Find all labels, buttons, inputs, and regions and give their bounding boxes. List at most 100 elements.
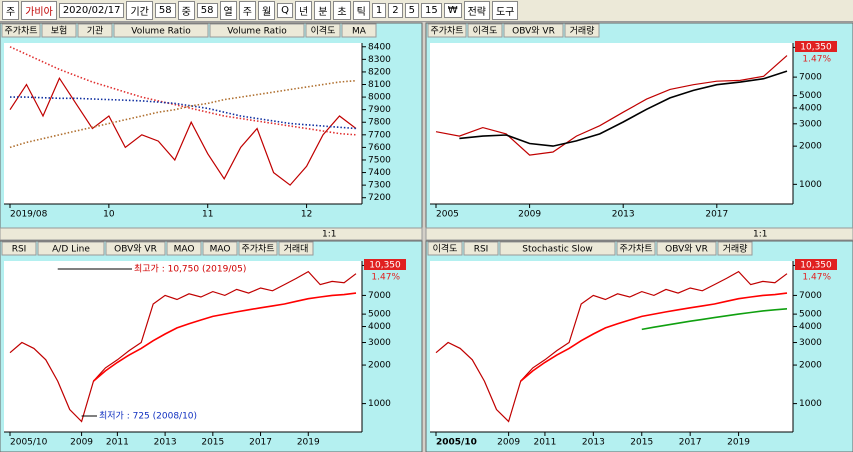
scrollbar[interactable] xyxy=(0,227,423,241)
tab[interactable] xyxy=(341,23,377,38)
tab-label[interactable]: 이격도 xyxy=(311,25,336,37)
scrollbar[interactable] xyxy=(425,227,853,241)
x-tick-label: 2015 xyxy=(630,438,653,448)
toolbar-button[interactable]: 가비아 xyxy=(21,1,57,20)
tab[interactable] xyxy=(427,23,467,38)
toolbar-button[interactable]: 주 xyxy=(238,1,256,20)
tab[interactable] xyxy=(166,241,202,256)
tab[interactable] xyxy=(463,241,499,256)
toolbar-button[interactable]: 기간 xyxy=(126,1,153,20)
tab-label[interactable]: 보험 xyxy=(51,26,68,37)
tab-label[interactable]: MA xyxy=(352,27,367,37)
x-tick-label: 2013 xyxy=(154,438,177,448)
tab-label[interactable]: RSI xyxy=(12,245,27,255)
tab[interactable] xyxy=(37,241,105,256)
y-tick-label: 5000 xyxy=(799,310,822,320)
tab-label[interactable]: 주가차트 xyxy=(241,243,274,255)
tab[interactable] xyxy=(1,23,41,38)
tab-label[interactable]: MAO xyxy=(210,245,231,255)
tab[interactable] xyxy=(209,23,305,38)
x-tick-label: 2019 xyxy=(297,438,320,448)
tab-label[interactable]: Volume Ratio xyxy=(227,27,287,37)
annotation: 최저가 : 725 (2008/10) xyxy=(99,411,197,422)
y-tick-label: 7600 xyxy=(368,143,391,153)
toolbar-button[interactable]: 초 xyxy=(333,1,351,20)
toolbar-button[interactable]: 5 xyxy=(404,3,419,18)
tab[interactable] xyxy=(41,23,77,38)
toolbar-button[interactable]: 2020/02/17 xyxy=(58,3,125,18)
plot-area xyxy=(4,43,362,204)
toolbar-button[interactable]: Q xyxy=(277,3,294,18)
toolbar-button[interactable]: ₩ xyxy=(443,3,462,18)
series-line xyxy=(9,79,357,149)
tab-label[interactable]: Stochastic Slow xyxy=(522,245,593,255)
tab-label[interactable]: OBV와 VR xyxy=(114,243,157,255)
tab[interactable] xyxy=(656,241,717,256)
tab-label[interactable]: 주가차트 xyxy=(619,243,652,255)
x-tick-label: 2005/10 xyxy=(10,438,48,448)
toolbar-button[interactable]: 열 xyxy=(219,1,237,20)
tab-label[interactable]: RSI xyxy=(474,245,489,255)
price-box xyxy=(795,41,837,52)
toolbar-button[interactable]: 중 xyxy=(177,1,195,20)
toolbar-button[interactable]: 주 xyxy=(2,1,20,20)
tab[interactable] xyxy=(467,23,503,38)
y-tick-label: 1000 xyxy=(799,399,822,409)
tab-label[interactable]: 주가차트 xyxy=(4,25,37,37)
y-tick-label: 4000 xyxy=(799,103,822,113)
toolbar-button[interactable]: 월 xyxy=(257,1,276,20)
tab-label[interactable]: Volume Ratio xyxy=(131,27,191,37)
y-tick-label: 2000 xyxy=(799,361,822,371)
zoom-label[interactable]: 1:1 xyxy=(753,230,767,240)
tab[interactable] xyxy=(105,241,166,256)
x-tick-label: 2005/10 xyxy=(436,438,477,448)
tab-label[interactable]: OBV와 VR xyxy=(512,25,555,37)
tab-label[interactable]: OBV와 VR xyxy=(665,243,708,255)
tab[interactable] xyxy=(717,241,753,256)
tab[interactable] xyxy=(238,241,278,256)
toolbar-button[interactable]: 틱 xyxy=(352,1,370,20)
toolbar-button[interactable]: 도구 xyxy=(491,1,519,20)
tab-label[interactable]: 이격도 xyxy=(433,243,458,255)
tab[interactable] xyxy=(278,241,314,256)
y-tick-label: 2000 xyxy=(368,361,391,371)
tab-label[interactable]: 이격도 xyxy=(473,25,498,37)
tab[interactable] xyxy=(503,23,564,38)
tab[interactable] xyxy=(1,241,37,256)
toolbar-button[interactable]: 전략 xyxy=(463,1,490,20)
series-line xyxy=(435,55,788,156)
toolbar-button[interactable]: 2 xyxy=(388,3,403,18)
toolbar-button[interactable]: 년 xyxy=(295,1,313,20)
y-tick-label: 7900 xyxy=(368,105,391,115)
toolbar-button[interactable]: 58 xyxy=(196,3,218,18)
series-line xyxy=(9,76,357,186)
tab[interactable] xyxy=(616,241,656,256)
tab-label[interactable]: 거래량 xyxy=(723,243,748,255)
x-tick-label: 2015 xyxy=(201,438,224,448)
tab[interactable] xyxy=(202,241,238,256)
tab-label[interactable]: A/D Line xyxy=(52,245,90,255)
toolbar-button[interactable]: 58 xyxy=(154,3,176,18)
tab[interactable] xyxy=(499,241,616,256)
tab-label[interactable]: 거래량 xyxy=(570,25,595,37)
tab-label[interactable]: MAO xyxy=(174,245,195,255)
tab-label[interactable]: 거래대 xyxy=(284,244,309,255)
x-tick-label: 10 xyxy=(103,210,115,220)
tab[interactable] xyxy=(427,241,463,256)
price-box xyxy=(364,259,406,270)
toolbar-button[interactable]: 1 xyxy=(371,3,387,18)
price-box xyxy=(795,259,837,270)
tab-label[interactable]: 기관 xyxy=(87,26,104,37)
zoom-label[interactable]: 1:1 xyxy=(322,230,336,240)
tab[interactable] xyxy=(564,23,600,38)
tab[interactable] xyxy=(113,23,209,38)
tab-label[interactable]: 주가차트 xyxy=(430,25,463,37)
series-line xyxy=(641,308,788,331)
toolbar-button[interactable]: 15 xyxy=(420,3,442,18)
tab[interactable] xyxy=(305,23,341,38)
series-line xyxy=(9,46,357,136)
tab[interactable] xyxy=(77,23,113,38)
toolbar-button[interactable]: 분 xyxy=(314,1,332,20)
y-tick-label: 8400 xyxy=(368,42,391,52)
